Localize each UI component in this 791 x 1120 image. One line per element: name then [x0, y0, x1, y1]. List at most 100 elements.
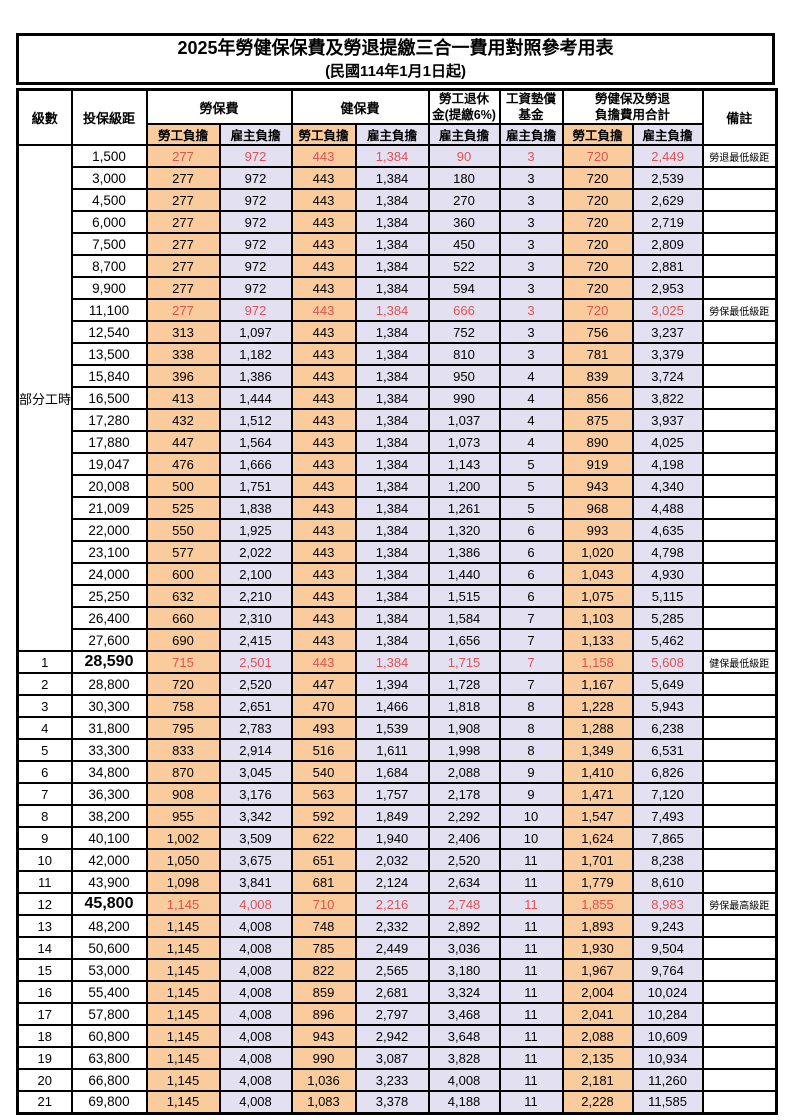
- labor-employer-cell: 4,008: [218, 958, 293, 982]
- labor-employer-cell: 1,182: [218, 342, 293, 366]
- health-employer-cell: 1,384: [354, 562, 430, 586]
- labor-employer-cell: 3,342: [218, 804, 293, 828]
- total-employer-cell: 7,120: [631, 782, 704, 806]
- table-row: 10 42,000 1,050 3,675 651 2,032 2,520 11 1,701 8,…: [16, 848, 778, 872]
- level-cell: 10: [16, 848, 73, 872]
- labor-employer-cell: 2,310: [218, 606, 293, 630]
- table-title-box: 2025年勞健保保費及勞退提繳三合一費用對照參考用表 (民國114年1月1日起): [16, 33, 775, 85]
- table-row: 20 66,800 1,145 4,008 1,036 3,233 4,008 11 2,181…: [16, 1068, 778, 1092]
- labor-employer-cell: 3,841: [218, 870, 293, 894]
- labor-employee-cell: 432: [145, 408, 221, 432]
- wagefund-employer-cell: 3: [498, 188, 564, 212]
- health-employee-cell: 443: [290, 518, 357, 542]
- note-cell: [701, 408, 778, 432]
- level-cell: 3: [16, 694, 73, 718]
- table-row: 19 63,800 1,145 4,008 990 3,087 3,828 11 2,135 10…: [16, 1046, 778, 1070]
- labor-employee-cell: 1,098: [145, 870, 221, 894]
- wagefund-employer-cell: 11: [498, 936, 564, 960]
- salary-bracket-cell: 60,800: [70, 1024, 148, 1048]
- wagefund-employer-cell: 11: [498, 892, 564, 916]
- wagefund-employer-cell: 3: [498, 166, 564, 190]
- total-employee-cell: 2,088: [561, 1024, 634, 1048]
- pension-employer-cell: 2,292: [427, 804, 501, 828]
- note-cell: [701, 342, 778, 366]
- total-employee-cell: 1,288: [561, 716, 634, 740]
- pension-employer-cell: 3,036: [427, 936, 501, 960]
- labor-employee-cell: 277: [145, 188, 221, 212]
- header-wage-fund: 工資墊償 基金: [498, 88, 564, 125]
- pension-employer-cell: 1,656: [427, 628, 501, 652]
- total-employer-cell: 5,608: [631, 650, 704, 674]
- total-employer-cell: 4,340: [631, 474, 704, 498]
- page-subtitle: (民國114年1月1日起): [325, 63, 466, 80]
- labor-employer-cell: 4,008: [218, 980, 293, 1004]
- health-employee-cell: 785: [290, 936, 357, 960]
- total-employee-cell: 890: [561, 430, 634, 454]
- total-employer-cell: 3,822: [631, 386, 704, 410]
- table-header: 級數 投保級距 勞保費 健保費 勞工退休 金(提繳6%) 工資墊償 基金 勞健保…: [16, 88, 778, 146]
- health-employer-cell: 1,384: [354, 188, 430, 212]
- labor-employee-cell: 277: [145, 298, 221, 322]
- wagefund-employer-cell: 6: [498, 562, 564, 586]
- salary-bracket-cell: 53,000: [70, 958, 148, 982]
- pension-employer-cell: 1,037: [427, 408, 501, 432]
- labor-employer-cell: 4,008: [218, 914, 293, 938]
- health-employer-cell: 1,940: [354, 826, 430, 850]
- labor-employer-cell: 972: [218, 276, 293, 300]
- table-row: 15 53,000 1,145 4,008 822 2,565 3,180 11 1,967 9,…: [16, 958, 778, 982]
- total-employer-cell: 5,115: [631, 584, 704, 608]
- total-employer-cell: 10,284: [631, 1002, 704, 1026]
- level-cell: 13: [16, 914, 73, 938]
- header-health-insurance: 健保費: [290, 88, 430, 125]
- labor-employer-cell: 972: [218, 254, 293, 278]
- note-cell: [701, 980, 778, 1004]
- total-employee-cell: 756: [561, 320, 634, 344]
- note-cell: 勞保最高級距: [701, 892, 778, 916]
- labor-employee-cell: 833: [145, 738, 221, 762]
- labor-employer-cell: 4,008: [218, 1046, 293, 1070]
- salary-bracket-cell: 48,200: [70, 914, 148, 938]
- level-cell: 7: [16, 782, 73, 806]
- wagefund-employer-cell: 11: [498, 1090, 564, 1114]
- labor-employee-cell: 600: [145, 562, 221, 586]
- wagefund-employer-cell: 11: [498, 914, 564, 938]
- labor-employer-cell: 972: [218, 144, 293, 168]
- pension-employer-cell: 90: [427, 144, 501, 168]
- total-employer-cell: 3,379: [631, 342, 704, 366]
- wagefund-employer-cell: 4: [498, 364, 564, 388]
- health-employee-cell: 592: [290, 804, 357, 828]
- note-cell: [701, 914, 778, 938]
- health-employee-cell: 443: [290, 430, 357, 454]
- health-employee-cell: 443: [290, 320, 357, 344]
- health-employer-cell: 1,466: [354, 694, 430, 718]
- table-row: 6,000 277 972 443 1,384 360 3 720 2,719: [18, 210, 778, 234]
- health-employee-cell: 443: [290, 650, 357, 674]
- pension-employer-cell: 810: [427, 342, 501, 366]
- pension-employer-cell: 2,892: [427, 914, 501, 938]
- labor-employee-cell: 1,145: [145, 1002, 221, 1026]
- note-cell: [701, 870, 778, 894]
- note-cell: [701, 628, 778, 652]
- labor-employee-cell: 758: [145, 694, 221, 718]
- total-employee-cell: 839: [561, 364, 634, 388]
- labor-employer-cell: 2,415: [218, 628, 293, 652]
- health-employer-cell: 1,384: [354, 650, 430, 674]
- labor-employer-cell: 3,176: [218, 782, 293, 806]
- table-row: 1 28,590 715 2,501 443 1,384 1,715 7 1,158 5,608 健…: [16, 650, 778, 674]
- health-employee-cell: 748: [290, 914, 357, 938]
- labor-employer-cell: 1,444: [218, 386, 293, 410]
- health-employer-cell: 1,384: [354, 452, 430, 476]
- salary-bracket-cell: 27,600: [70, 628, 148, 652]
- pension-employer-cell: 1,440: [427, 562, 501, 586]
- total-employer-cell: 4,198: [631, 452, 704, 476]
- table-row: 4 31,800 795 2,783 493 1,539 1,908 8 1,288 6,238: [16, 716, 778, 740]
- table-row: 26,400 660 2,310 443 1,384 1,584 7 1,103 5,285: [18, 606, 778, 630]
- health-employee-cell: 443: [290, 386, 357, 410]
- salary-bracket-cell: 45,800: [70, 892, 148, 916]
- health-employee-cell: 443: [290, 408, 357, 432]
- wagefund-employer-cell: 3: [498, 144, 564, 168]
- salary-bracket-cell: 42,000: [70, 848, 148, 872]
- pension-employer-cell: 1,261: [427, 496, 501, 520]
- salary-bracket-cell: 66,800: [70, 1068, 148, 1092]
- total-employee-cell: 943: [561, 474, 634, 498]
